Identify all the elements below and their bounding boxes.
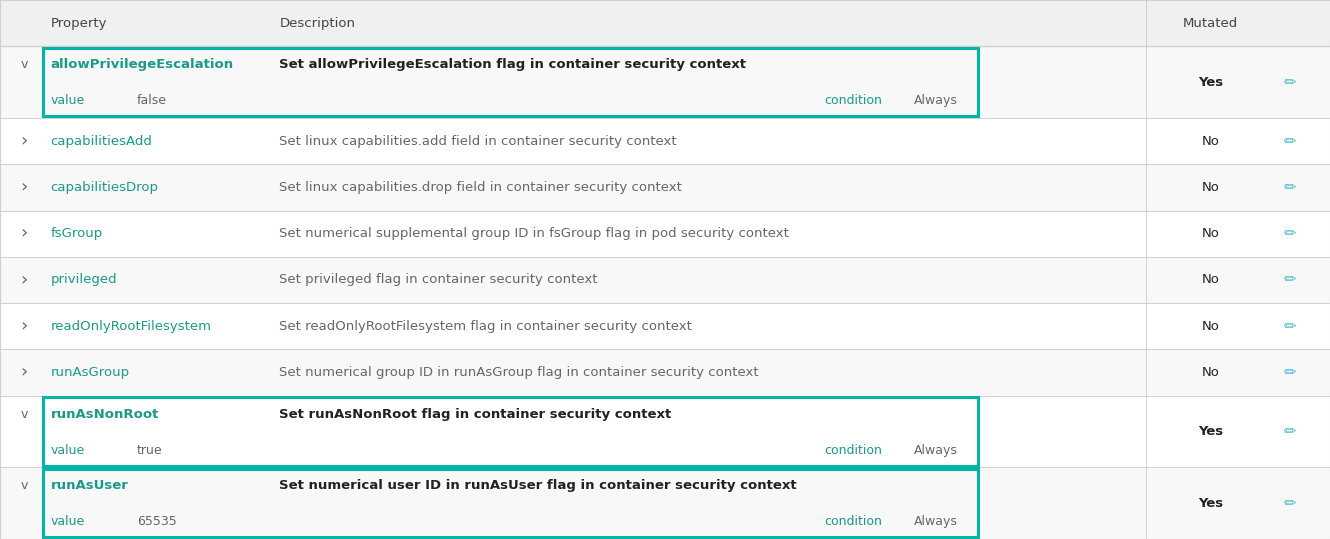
Text: v: v [20,407,28,421]
Text: 65535: 65535 [137,515,177,528]
Text: Set numerical supplemental group ID in fsGroup flag in pod security context: Set numerical supplemental group ID in f… [279,227,789,240]
Bar [0,211,1330,257]
Text: runAsGroup: runAsGroup [51,366,129,379]
Text: No: No [1201,366,1220,379]
Text: No: No [1201,181,1220,194]
Text: Property: Property [51,17,106,30]
Bar [0,349,1330,396]
Text: Set linux capabilities.add field in container security context: Set linux capabilities.add field in cont… [279,135,677,148]
Text: ›: › [20,178,28,196]
Text: ✏: ✏ [1283,226,1297,241]
Bar [0,467,1330,539]
Text: Mutated: Mutated [1182,17,1238,30]
Text: condition: condition [825,94,883,107]
Text: Always: Always [914,94,958,107]
Text: Yes: Yes [1198,496,1222,510]
Bar [0,257,1330,303]
Text: condition: condition [825,444,883,457]
Text: value: value [51,94,85,107]
Text: ✏: ✏ [1283,272,1297,287]
Text: No: No [1201,135,1220,148]
Text: ›: › [20,271,28,289]
Text: capabilitiesDrop: capabilitiesDrop [51,181,158,194]
Text: Description: Description [279,17,355,30]
Text: ✏: ✏ [1283,365,1297,380]
Text: condition: condition [825,515,883,528]
Text: runAsNonRoot: runAsNonRoot [51,407,158,421]
Text: Always: Always [914,515,958,528]
Text: ✏: ✏ [1283,319,1297,334]
Text: Set numerical group ID in runAsGroup flag in container security context: Set numerical group ID in runAsGroup fla… [279,366,759,379]
Text: v: v [20,479,28,493]
Text: ›: › [20,363,28,382]
Text: capabilitiesAdd: capabilitiesAdd [51,135,153,148]
Text: No: No [1201,320,1220,333]
Bar [0,118,1330,164]
Text: Set numerical user ID in runAsUser flag in container security context: Set numerical user ID in runAsUser flag … [279,479,797,493]
Text: privileged: privileged [51,273,117,286]
Text: Yes: Yes [1198,425,1222,438]
Text: Set readOnlyRootFilesystem flag in container security context: Set readOnlyRootFilesystem flag in conta… [279,320,692,333]
Text: ›: › [20,132,28,150]
Bar [0,0,1330,46]
Text: value: value [51,515,85,528]
Bar [0,396,1330,467]
Text: ✏: ✏ [1283,180,1297,195]
Text: ✏: ✏ [1283,74,1297,89]
Text: No: No [1201,227,1220,240]
Text: fsGroup: fsGroup [51,227,102,240]
Text: ✏: ✏ [1283,496,1297,510]
Text: readOnlyRootFilesystem: readOnlyRootFilesystem [51,320,211,333]
Bar [0,164,1330,211]
Text: Set linux capabilities.drop field in container security context: Set linux capabilities.drop field in con… [279,181,682,194]
Text: value: value [51,444,85,457]
Bar [0,303,1330,349]
Text: runAsUser: runAsUser [51,479,129,493]
Text: Yes: Yes [1198,75,1222,88]
Text: ›: › [20,225,28,243]
Text: Set allowPrivilegeEscalation flag in container security context: Set allowPrivilegeEscalation flag in con… [279,58,746,71]
Text: ✏: ✏ [1283,424,1297,439]
Text: Always: Always [914,444,958,457]
Text: v: v [20,58,28,71]
Text: ›: › [20,317,28,335]
Text: Set runAsNonRoot flag in container security context: Set runAsNonRoot flag in container secur… [279,407,672,421]
Text: allowPrivilegeEscalation: allowPrivilegeEscalation [51,58,234,71]
Text: true: true [137,444,162,457]
Text: No: No [1201,273,1220,286]
Text: Set privileged flag in container security context: Set privileged flag in container securit… [279,273,597,286]
Text: false: false [137,94,168,107]
Bar [0,46,1330,118]
Text: ✏: ✏ [1283,134,1297,149]
